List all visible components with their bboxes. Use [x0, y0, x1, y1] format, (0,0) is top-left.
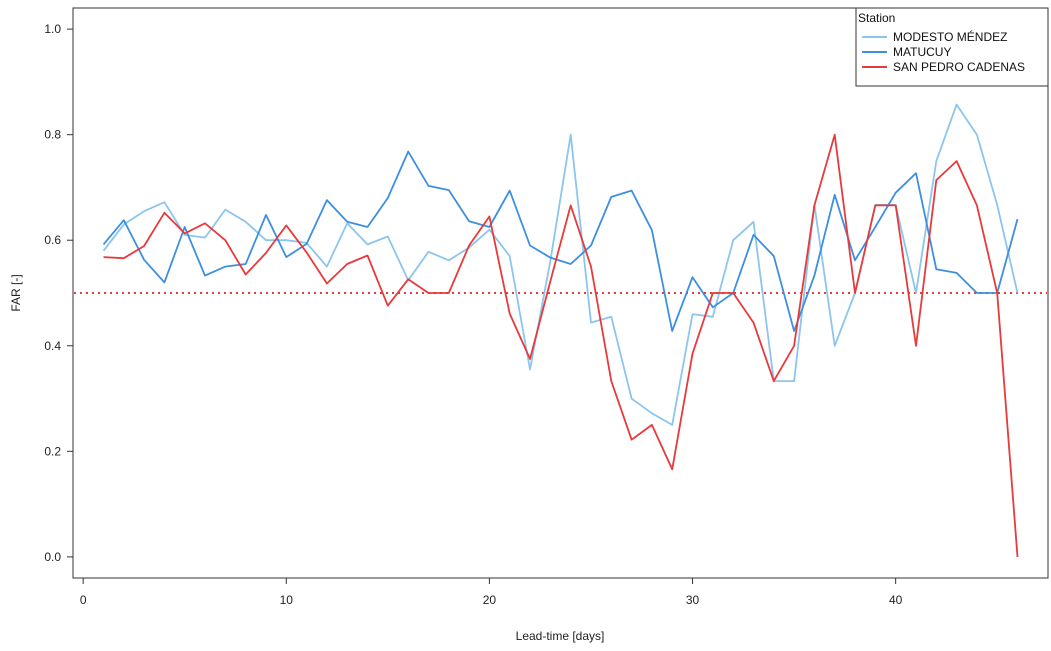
x-axis: 0 10 20 30 40 [80, 578, 903, 607]
y-tick-label: 1.0 [44, 22, 61, 36]
series-lines [102, 103, 1019, 557]
y-tick-label: 0.6 [44, 233, 61, 247]
legend-box [855, 7, 1049, 87]
legend-title: Station [858, 11, 895, 25]
legend-label: MATUCUY [893, 45, 951, 59]
x-axis-title: Lead-time [days] [516, 629, 605, 643]
y-tick-label: 0.2 [44, 444, 61, 458]
x-tick-label: 20 [483, 593, 497, 607]
y-tick-label: 0.8 [44, 128, 61, 142]
legend-label: SAN PEDRO CADENAS [893, 60, 1025, 74]
plot-frame [72, 7, 1049, 579]
x-tick-label: 30 [686, 593, 700, 607]
y-tick-label: 0.0 [44, 550, 61, 564]
y-tick-label: 0.4 [44, 339, 61, 353]
legend-label: MODESTO MÉNDEZ [893, 29, 1007, 44]
series-line-2 [103, 133, 1019, 557]
y-axis: 0.0 0.2 0.4 0.6 0.8 1.0 [44, 22, 73, 564]
x-tick-label: 0 [80, 593, 87, 607]
series-line-1 [102, 150, 1019, 332]
x-tick-label: 10 [280, 593, 294, 607]
y-axis-title: FAR [-] [9, 274, 23, 311]
x-tick-label: 40 [889, 593, 903, 607]
